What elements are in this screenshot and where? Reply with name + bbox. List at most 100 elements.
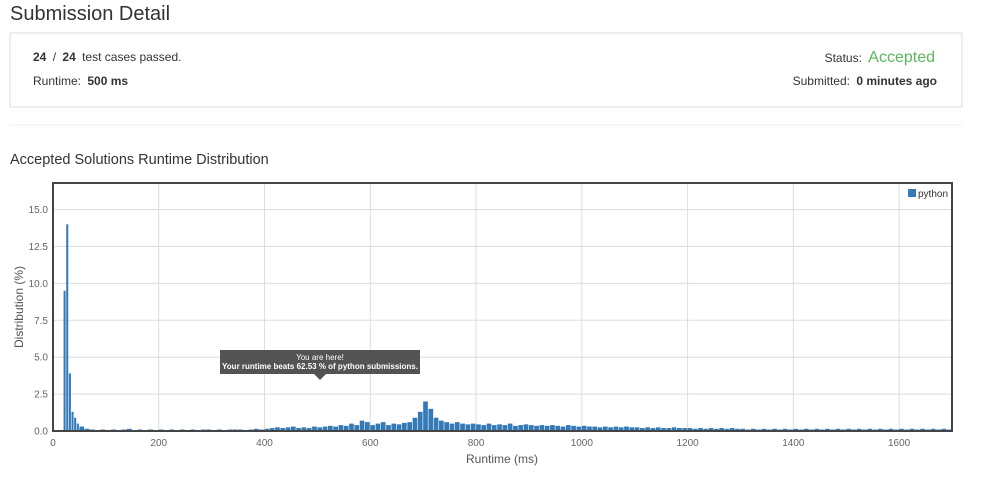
bar [888,428,894,431]
bar [486,423,492,431]
x-tick-label: 0 [50,438,56,449]
bar [68,373,71,431]
bar [79,426,85,431]
plot-frame [52,182,953,432]
bar [444,422,450,431]
x-axis-label: Runtime (ms) [466,452,538,466]
bar [84,428,90,431]
bar [666,428,672,431]
bar [354,425,360,431]
bar [386,425,391,431]
bar [645,427,650,431]
bar [439,420,444,431]
bar [491,425,497,431]
bar [602,426,608,431]
x-tick-label: 600 [362,438,379,449]
bar [560,426,566,431]
submitted-label: Submitted: [793,74,850,88]
runtime-value: 500 ms [87,74,128,88]
bar [66,224,69,431]
bar [280,428,286,431]
bar [930,428,936,431]
bar [639,428,645,431]
bar [825,428,830,431]
legend-swatch [908,189,916,197]
y-tick-label: 10.0 [29,279,49,290]
tooltip-pointer [314,374,326,380]
bar [608,427,613,431]
x-tick-label: 1200 [676,438,699,449]
y-tick-label: 0.0 [34,427,48,438]
bar [417,411,423,431]
bar [576,426,582,431]
bar [349,423,354,431]
bar [365,422,370,431]
bar [650,428,656,431]
bar [565,425,571,431]
bar [629,427,635,431]
bar [624,426,629,431]
bar [433,417,439,431]
bar [301,427,307,431]
bar [618,427,624,431]
bar [867,428,873,431]
bar [655,427,661,431]
bar [803,428,809,431]
bar [454,422,460,431]
bar [687,428,693,431]
bar [391,423,397,431]
bar [375,423,381,431]
bar [571,425,576,431]
bar [877,428,883,431]
bar [714,428,719,431]
bar [338,425,344,431]
bar [735,428,740,431]
bar [856,428,862,431]
bar [465,424,471,431]
runtime: Runtime: 500 ms [33,74,128,88]
bar [592,426,598,431]
status-value: Accepted [868,49,935,66]
bar [587,426,592,431]
bar [306,428,312,431]
bar [534,425,539,431]
y-tick-label: 15.0 [29,205,49,216]
bar [899,428,904,431]
bar [523,424,529,431]
submitted: Submitted: 0 minutes ago [793,74,937,88]
bar [740,428,746,431]
bar [470,423,476,431]
bar [412,417,418,431]
bar [296,428,301,431]
bar [327,425,333,431]
bar [544,425,550,431]
bars [63,224,952,431]
bar [772,428,777,431]
bar [333,426,338,431]
bar [597,427,603,431]
chart-title: Accepted Solutions Runtime Distribution [10,152,269,168]
bar [312,426,317,431]
bar [74,417,77,431]
runtime-label: Runtime: [33,74,81,88]
bar [507,423,513,431]
passed-text: test cases passed. [82,50,181,64]
bar [581,425,587,431]
bar [782,428,788,431]
bar [269,428,275,431]
tooltip-line1: You are here! [296,353,344,362]
tooltip-box [220,350,420,374]
summary-panel [9,32,963,108]
grid: 0.0 2.5 5.0 7.5 10.0 12.5 15.0 0 200 400 600 800 100… [29,183,952,449]
bar [290,426,296,431]
bar [380,422,386,431]
bar [761,428,767,431]
page-title: Submission Detail [10,3,170,25]
bar [285,427,291,431]
bar [449,423,455,431]
bar [692,428,698,431]
bar [63,290,66,431]
bar [275,427,280,431]
bar [513,425,518,431]
